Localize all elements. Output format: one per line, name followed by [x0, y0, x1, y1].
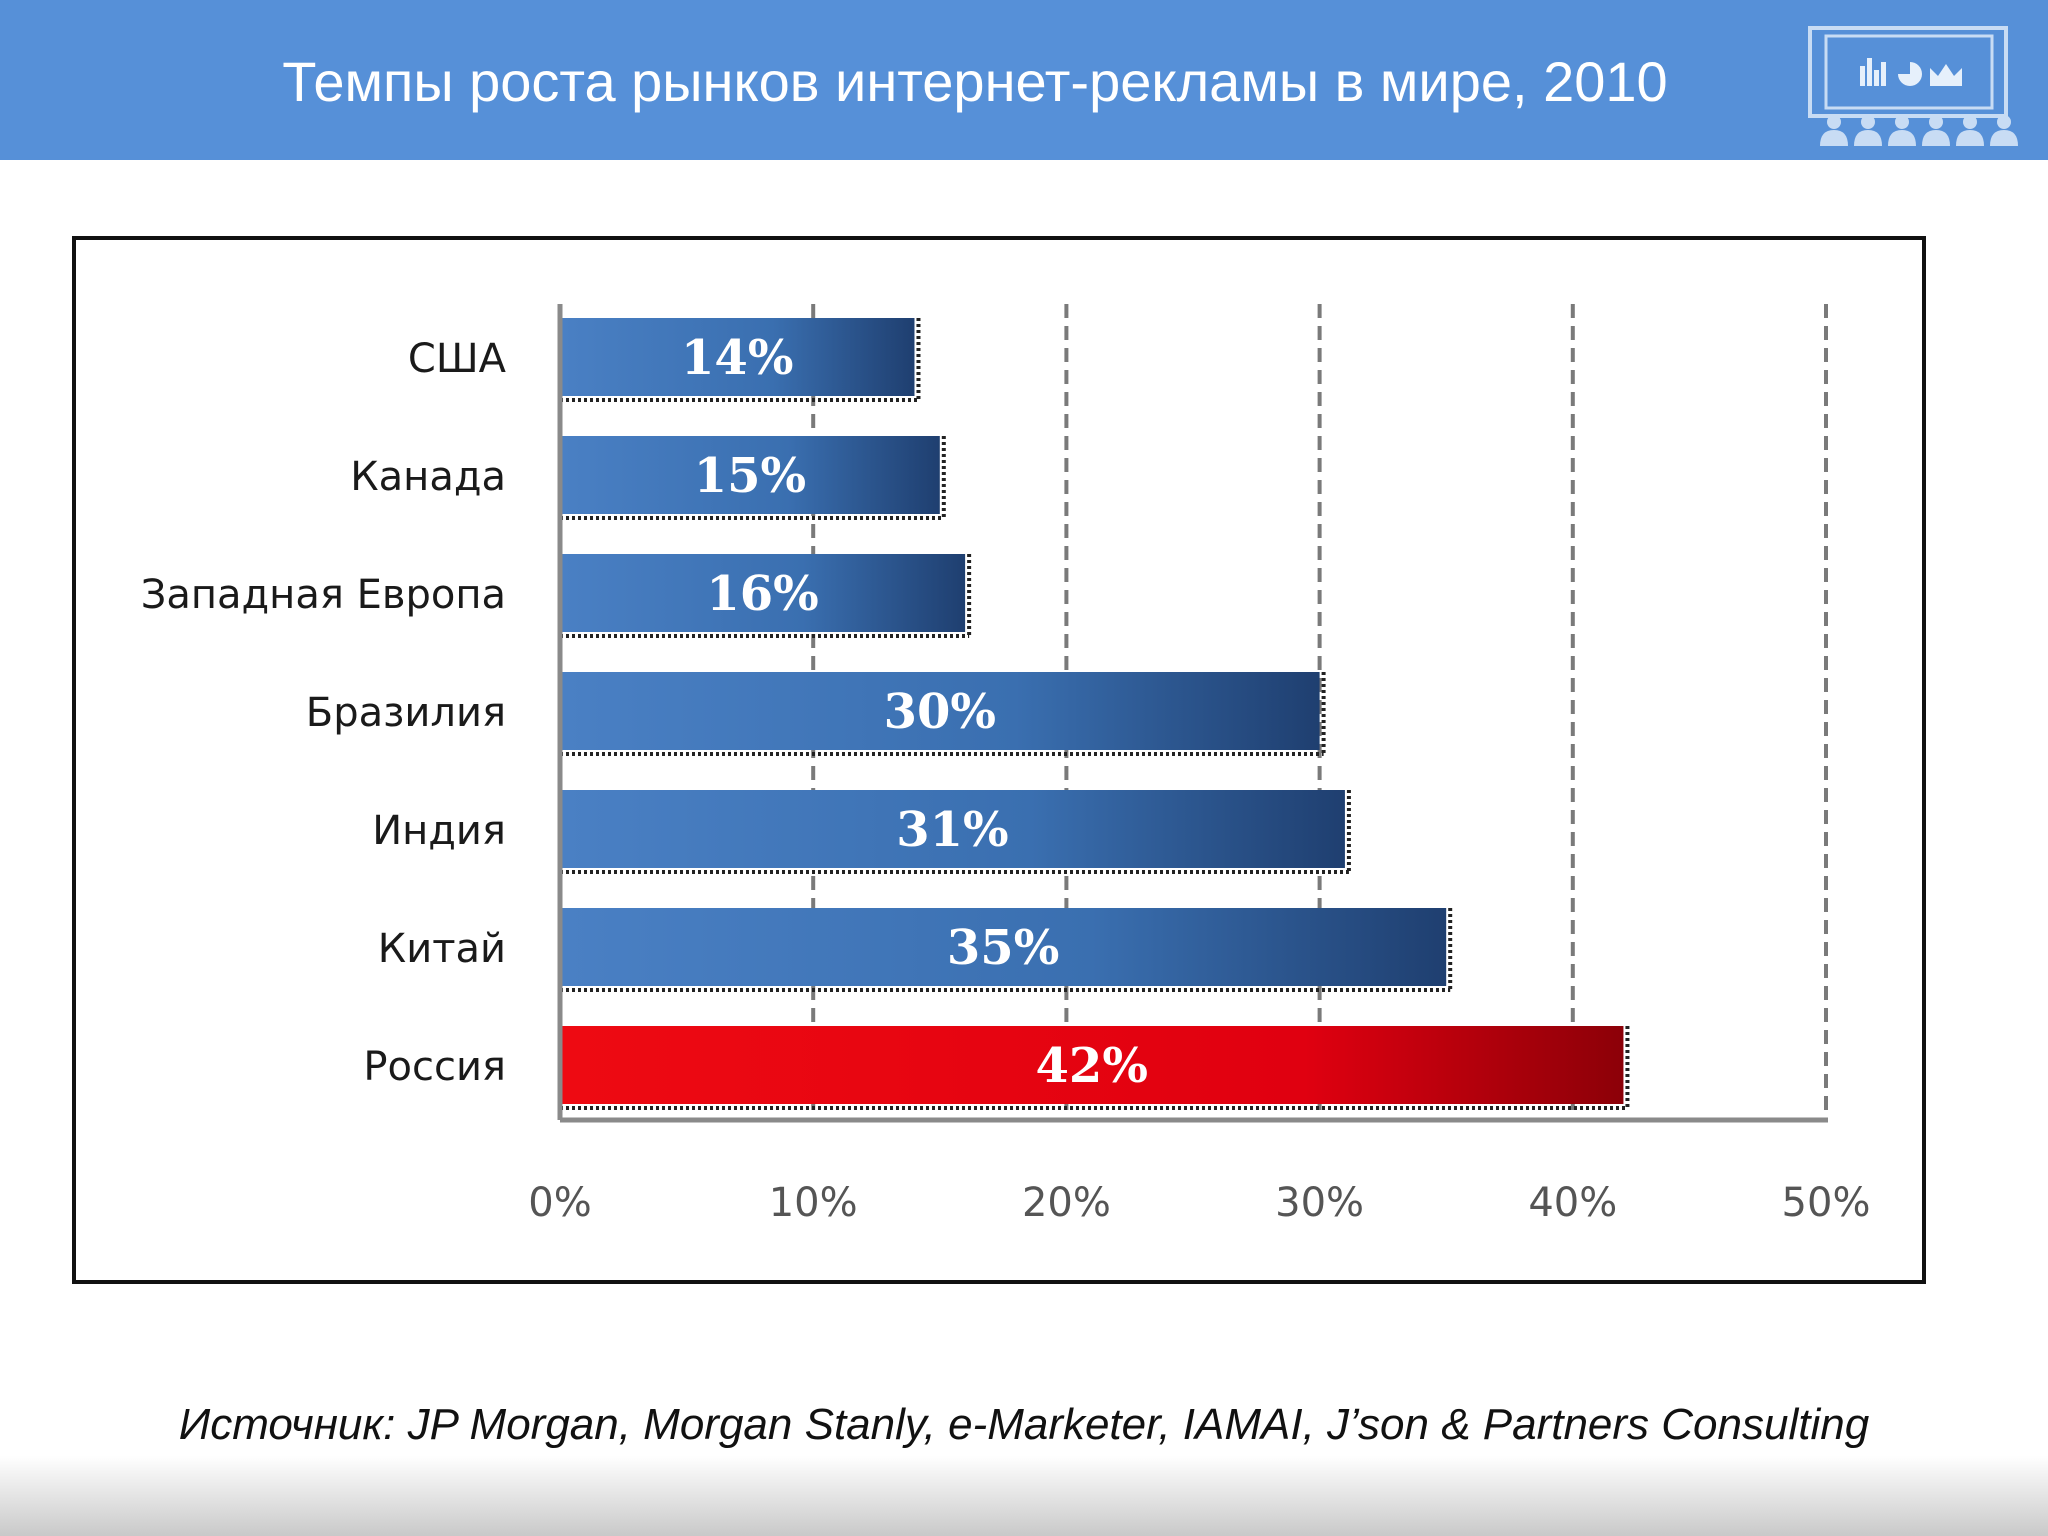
slide-title: Темпы роста рынков интернет-рекламы в ми…	[282, 50, 1668, 113]
data-label-0: 14%	[681, 330, 793, 386]
data-label-1: 15%	[694, 448, 806, 504]
chart-frame: 14% США 15% Канада 16% Западная Европа 30% Браз…	[72, 236, 1926, 1284]
x-tick-label-50: 50%	[1782, 1180, 1871, 1226]
category-label-1: Канада	[350, 454, 506, 500]
data-label-5: 35%	[947, 920, 1059, 976]
bar-5	[560, 908, 1447, 986]
x-tick-label-10: 10%	[769, 1180, 858, 1226]
footer-gradient	[0, 1456, 2048, 1536]
category-label-4: Индия	[372, 808, 506, 854]
bar-1	[560, 436, 940, 514]
category-label-3: Бразилия	[306, 690, 506, 736]
data-label-2: 16%	[706, 566, 818, 622]
x-tick-label-0: 0%	[528, 1180, 591, 1226]
presentation-audience-icon	[1808, 26, 2018, 146]
bar-6	[560, 1026, 1624, 1104]
bar-3	[560, 672, 1320, 750]
category-label-0: США	[408, 336, 507, 382]
data-label-4: 31%	[896, 802, 1008, 858]
x-tick-label-30: 30%	[1275, 1180, 1364, 1226]
bar-4	[560, 790, 1345, 868]
bar-0	[560, 318, 915, 396]
x-tick-label-40: 40%	[1528, 1180, 1617, 1226]
category-label-5: Китай	[378, 926, 506, 972]
header-bar: Темпы роста рынков интернет-рекламы в ми…	[0, 0, 2048, 160]
x-tick-label-20: 20%	[1022, 1180, 1111, 1226]
data-label-3: 30%	[884, 684, 996, 740]
category-label-2: Западная Европа	[141, 572, 506, 618]
bar-2	[560, 554, 966, 632]
data-label-6: 42%	[1036, 1038, 1148, 1094]
bar-chart: 14% США 15% Канада 16% Западная Европа 30% Браз…	[141, 304, 1871, 1226]
source-note: Источник: JP Morgan, Morgan Stanly, e-Ma…	[178, 1400, 1870, 1449]
category-label-6: Россия	[363, 1044, 506, 1090]
